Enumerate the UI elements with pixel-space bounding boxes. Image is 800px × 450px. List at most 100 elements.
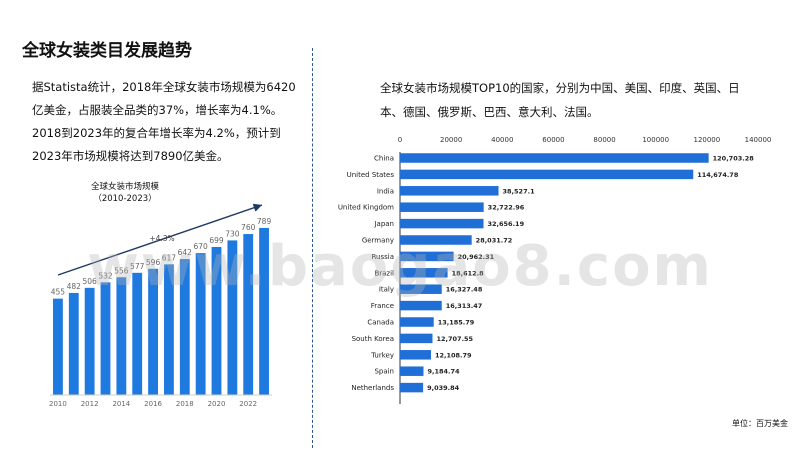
growth-bar: [259, 227, 269, 395]
country-value-label: 18,612.8: [452, 269, 485, 277]
growth-bar-label: 699: [209, 236, 224, 245]
country-label: Japan: [373, 220, 394, 228]
country-bar: [400, 317, 434, 327]
growth-x-tick-label: 2012: [81, 400, 99, 408]
country-label: United States: [347, 171, 395, 179]
growth-bar-label: 577: [130, 262, 145, 271]
growth-bar-label: 596: [146, 258, 161, 267]
growth-bar-label: 642: [178, 248, 193, 257]
growth-bar: [195, 253, 206, 395]
country-x-tick-label: 100000: [642, 136, 669, 144]
country-value-label: 32,656.19: [488, 220, 525, 228]
growth-x-tick-label: 2018: [176, 400, 194, 408]
country-bar: [400, 186, 499, 196]
country-label: France: [371, 302, 394, 310]
country-value-label: 38,527.1: [503, 187, 536, 195]
country-bar: [400, 235, 472, 245]
country-x-tick-label: 120000: [693, 136, 720, 144]
country-bar: [400, 333, 433, 344]
vertical-divider: [312, 48, 313, 448]
growth-bar: [211, 246, 222, 395]
country-label: Italy: [379, 286, 394, 294]
country-label: South Korea: [352, 335, 394, 343]
growth-bar: [100, 282, 111, 395]
unit-label: 单位：百万美金: [732, 419, 788, 428]
country-bar: [400, 153, 709, 163]
country-value-label: 12,707.55: [436, 335, 473, 343]
country-bar: [400, 366, 424, 376]
growth-x-tick-label: 2014: [112, 400, 130, 408]
growth-x-tick-label: 2020: [208, 400, 226, 408]
country-x-tick-label: 80000: [593, 136, 615, 144]
country-bar: [400, 218, 484, 229]
country-bar: [400, 202, 484, 212]
country-x-tick-label: 60000: [542, 136, 564, 144]
country-value-label: 9,184.74: [427, 368, 460, 376]
country-label: India: [377, 187, 394, 195]
country-bar: [400, 169, 694, 180]
small-chart-title: 全球女装市场规模: [91, 181, 160, 192]
growth-bar-label: 670: [193, 242, 208, 251]
growth-bar: [227, 240, 238, 395]
country-x-tick-label: 40000: [491, 136, 513, 144]
growth-bar: [179, 259, 190, 395]
country-x-tick-label: 0: [398, 136, 402, 144]
growth-bar: [68, 292, 79, 395]
country-x-tick-label: 20000: [440, 136, 462, 144]
growth-annotation: +4.3%: [149, 234, 174, 243]
growth-bar: [243, 234, 254, 395]
growth-bar-label: 455: [51, 288, 66, 297]
country-x-tick-label: 140000: [745, 136, 772, 144]
country-label: Russia: [371, 253, 394, 261]
growth-bar: [164, 264, 174, 395]
growth-bar-label: 617: [162, 253, 177, 262]
growth-bar: [132, 272, 143, 395]
country-value-label: 28,031.72: [476, 237, 513, 245]
growth-bar-label: 532: [98, 271, 113, 280]
growth-bar-label: 730: [225, 229, 240, 238]
left-paragraph-1: 据Statista统计，2018年全球女装市场规模为6420亿美金，占服装全品类…: [32, 80, 296, 117]
country-label: Brazil: [374, 269, 394, 277]
country-label: Canada: [367, 319, 394, 327]
country-bar: [400, 251, 454, 262]
country-value-label: 12,108.79: [435, 351, 472, 359]
country-bar: [400, 268, 448, 278]
country-value-label: 114,674.78: [697, 171, 739, 179]
country-label: Turkey: [370, 351, 394, 359]
country-bar: [400, 300, 442, 311]
country-value-label: 16,313.47: [446, 302, 483, 310]
growth-bar-label: 556: [114, 266, 129, 275]
growth-x-tick-label: 2022: [239, 400, 257, 408]
country-bar: [400, 350, 431, 360]
country-value-label: 13,185.79: [438, 319, 475, 327]
left-description: 据Statista统计，2018年全球女装市场规模为6420亿美金，占服装全品类…: [32, 76, 302, 168]
country-value-label: 20,962.31: [458, 253, 495, 261]
small-chart-subtitle: （2010-2023）: [93, 193, 156, 204]
growth-bar: [116, 277, 127, 395]
country-bar: [400, 284, 442, 294]
growth-bar: [53, 298, 63, 395]
growth-bar: [148, 268, 158, 395]
country-label: United Kingdom: [338, 204, 394, 212]
country-label: Germany: [362, 237, 394, 245]
trend-arrow: [57, 203, 263, 276]
country-value-label: 32,722.96: [488, 204, 525, 212]
growth-bar-label: 789: [257, 217, 272, 226]
page-title: 全球女装类目发展趋势: [22, 41, 192, 61]
country-label: Spain: [374, 368, 394, 376]
country-bar: [400, 382, 424, 393]
right-description: 全球女装市场规模TOP10的国家，分别为中国、美国、印度、英国、日本、德国、俄罗…: [380, 81, 740, 119]
country-value-label: 16,327.48: [446, 286, 483, 294]
growth-x-tick-label: 2010: [49, 400, 67, 408]
growth-bar-label: 760: [241, 223, 256, 232]
growth-bar-label: 482: [67, 282, 82, 291]
country-bar-chart: 0 20000 40000 60000 80000 100000 120000 140000 C…: [338, 136, 772, 404]
country-label: China: [374, 155, 394, 163]
growth-x-tick-label: 2016: [144, 400, 162, 408]
country-label: Netherlands: [351, 384, 394, 392]
growth-bar-label: 506: [82, 277, 97, 286]
growth-bar: [84, 287, 95, 395]
country-value-label: 9,039.84: [427, 384, 460, 392]
left-paragraph-2: 2018到2023年的复合年增长率为4.2%，预计到2023年市场规模将达到78…: [32, 126, 281, 163]
